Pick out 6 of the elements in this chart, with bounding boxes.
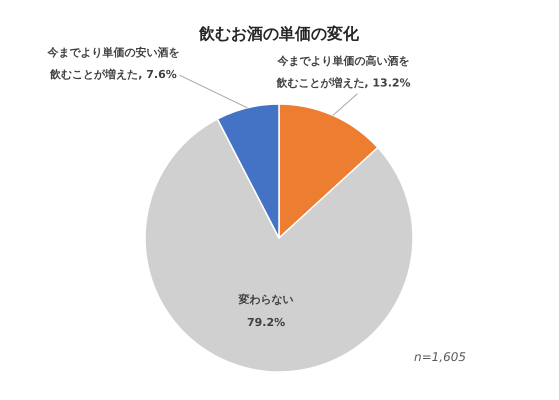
slice-label: 今までより単価の高い酒を飲むことが増えた, 13.2% [275, 54, 411, 90]
data-label: 79.2% [247, 316, 286, 330]
chart-title: 飲むお酒の単価の変化 [198, 24, 360, 43]
slice-label: 今までより単価の安い酒を飲むことが増えた, 7.6% [46, 46, 180, 82]
slice-label: 変わらない [238, 293, 294, 306]
text: n=1,605 [414, 350, 466, 364]
